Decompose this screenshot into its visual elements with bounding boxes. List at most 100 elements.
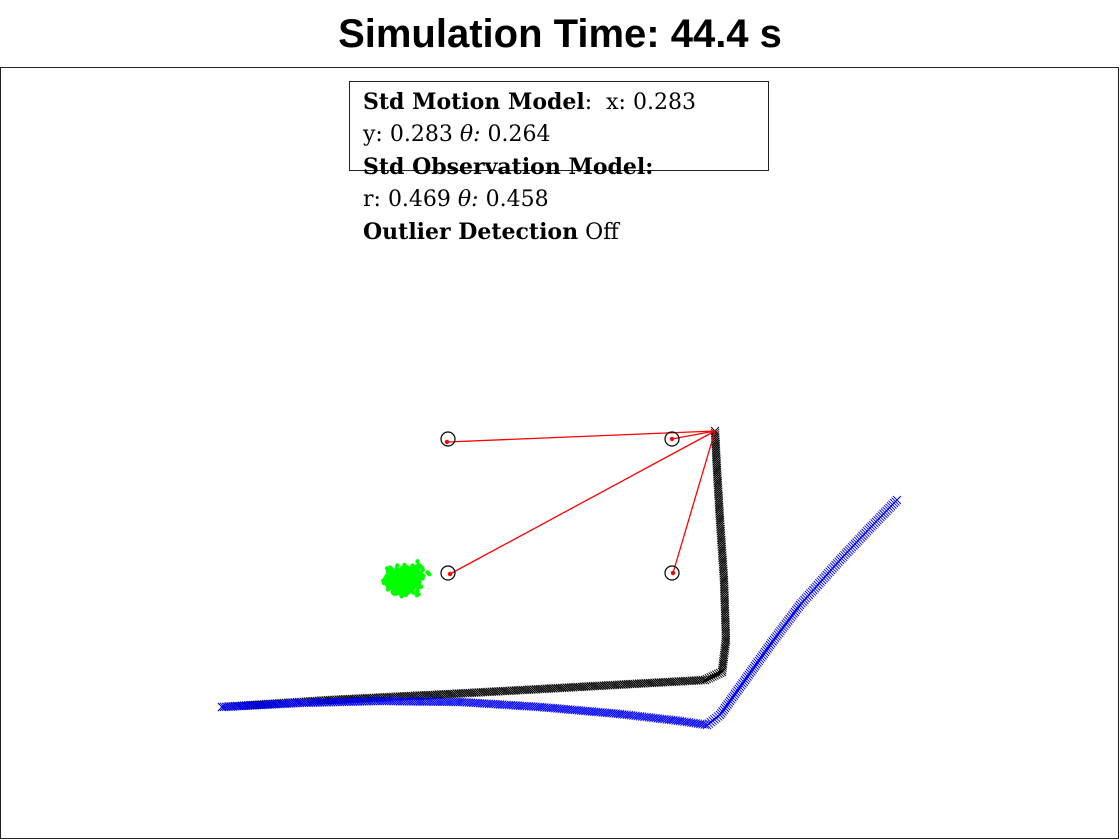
landmark-marker [440, 431, 456, 447]
particle [415, 559, 420, 564]
ground-truth-marker [643, 678, 653, 688]
estimate-marker [263, 700, 272, 710]
ground-truth-marker [656, 678, 666, 687]
observation-line [446, 430, 716, 443]
estimate-marker [252, 700, 262, 710]
estimate-marker [276, 699, 285, 709]
ground-truth-marker [720, 586, 729, 596]
ground-truth-marker [436, 690, 446, 699]
estimate-marker [417, 697, 427, 706]
estimate-marker [444, 697, 454, 707]
ground-truth-marker [474, 688, 483, 697]
estimate-marker [364, 696, 374, 706]
ground-truth-marker [434, 690, 444, 699]
ground-truth-marker [478, 687, 488, 697]
estimate-marker [475, 698, 485, 708]
estimate-marker [411, 697, 420, 706]
ground-truth-marker [721, 617, 730, 627]
ground-truth-marker [676, 676, 686, 686]
estimate-marker [328, 697, 338, 707]
motion-model-label: Std Motion Model [363, 89, 585, 115]
motion-x-value: 0.283 [632, 90, 696, 115]
ground-truth-marker [652, 678, 661, 687]
estimate-marker [342, 697, 352, 707]
observation-point [669, 436, 675, 442]
motion-y-label: y: [363, 122, 383, 147]
estimate-marker [542, 703, 551, 712]
estimate-marker [258, 700, 268, 710]
obs-theta-label: θ: [457, 187, 479, 212]
ground-truth-marker [720, 615, 730, 625]
estimate-marker [230, 701, 240, 711]
ground-truth-marker [720, 606, 730, 616]
estimate-marker [243, 701, 253, 711]
obs-r-label: r: [363, 187, 381, 212]
estimate-marker [344, 697, 354, 707]
estimate-marker [604, 708, 614, 718]
ground-truth-marker [714, 496, 724, 505]
estimate-marker [245, 701, 255, 710]
particle [385, 569, 391, 574]
ground-truth-trajectory [217, 426, 731, 712]
ground-truth-marker [721, 635, 731, 645]
ground-truth-marker [619, 680, 629, 689]
ground-truth-marker [485, 687, 494, 697]
estimate-marker [395, 696, 405, 706]
estimate-marker [280, 699, 290, 709]
ground-truth-marker [715, 513, 725, 523]
estimate-marker [241, 701, 251, 711]
ground-truth-marker [463, 688, 472, 698]
estimate-marker [250, 700, 259, 710]
estimate-marker [320, 698, 329, 707]
ground-truth-marker [634, 679, 644, 688]
ground-truth-marker [714, 489, 723, 499]
estimate-marker [382, 696, 392, 706]
estimate-marker [371, 696, 380, 706]
motion-theta-label: θ: [459, 122, 481, 147]
particle [411, 590, 416, 595]
ground-truth-marker [715, 515, 725, 525]
particle [415, 564, 421, 569]
ground-truth-marker [542, 684, 552, 694]
outlier-value: Off [585, 220, 619, 245]
ground-truth-marker [476, 687, 486, 697]
estimate-marker [284, 699, 294, 708]
estimate-marker [219, 702, 229, 712]
ground-truth-marker [712, 469, 722, 479]
ground-truth-marker [573, 682, 582, 692]
ground-truth-marker [713, 472, 722, 481]
ground-truth-marker [645, 678, 655, 688]
landmark-marker [440, 565, 456, 581]
landmark-marker [664, 565, 680, 581]
particle [414, 593, 419, 598]
ground-truth-marker [443, 689, 453, 699]
ground-truth-marker [721, 624, 730, 634]
ground-truth-marker [711, 452, 721, 462]
ground-truth-marker [529, 685, 538, 694]
ground-truth-marker [712, 461, 722, 471]
ground-truth-marker [720, 600, 730, 609]
particle [403, 577, 409, 583]
estimate-marker [271, 699, 281, 709]
estimate-marker [221, 702, 231, 712]
estimate-marker [400, 696, 409, 706]
particle [410, 563, 415, 568]
particle [402, 588, 407, 593]
estimate-marker [304, 698, 314, 708]
estimate-marker [313, 698, 323, 707]
estimate-marker [237, 701, 246, 711]
estimate-marker [435, 697, 445, 707]
ground-truth-marker [487, 687, 497, 697]
ground-truth-marker [714, 498, 724, 507]
ground-truth-marker [715, 506, 724, 516]
observation-model-line-2: r: 0.469 θ: 0.458 [363, 184, 696, 216]
estimate-marker [404, 697, 414, 706]
estimate-marker [335, 697, 345, 707]
ground-truth-marker [713, 474, 722, 484]
ground-truth-marker [533, 684, 543, 694]
estimate-marker [291, 698, 301, 708]
landmark-marker [664, 431, 680, 447]
estimate-marker [426, 697, 436, 706]
motion-theta-value: 0.264 [487, 122, 551, 147]
